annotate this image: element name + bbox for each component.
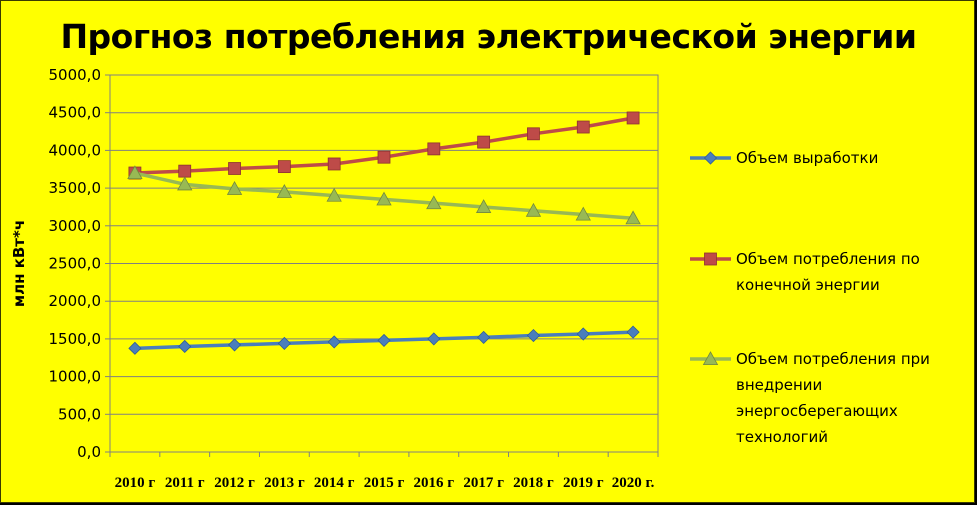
data-point bbox=[575, 206, 591, 221]
series-3 bbox=[127, 165, 641, 225]
y-tick-label: 2500,0 bbox=[49, 255, 102, 273]
x-tick-label: 2018 г bbox=[513, 475, 554, 491]
y-tick-label: 2000,0 bbox=[49, 292, 102, 310]
data-point bbox=[326, 187, 342, 202]
data-point bbox=[626, 111, 640, 125]
x-tick-label: 2016 г bbox=[414, 475, 455, 491]
y-tick-label: 4000,0 bbox=[49, 141, 102, 159]
series-1 bbox=[128, 325, 640, 355]
legend: Объем выработки Объем потребления по конеч… bbox=[690, 149, 930, 446]
x-tick-label: 2020 г. bbox=[612, 475, 655, 491]
x-tick-label: 2019 г bbox=[563, 475, 604, 491]
x-tick-label: 2013 г bbox=[264, 475, 305, 491]
x-tick-label: 2014 г bbox=[314, 475, 355, 491]
legend-label: Объем потребления при bbox=[736, 350, 930, 368]
data-point bbox=[128, 341, 142, 355]
data-point bbox=[178, 164, 192, 178]
data-point bbox=[426, 195, 442, 210]
legend-label: конечной энергии bbox=[736, 276, 880, 294]
data-point bbox=[477, 330, 491, 344]
data-point bbox=[427, 142, 441, 156]
x-tick-label: 2015 г bbox=[364, 475, 405, 491]
y-tick-label: 1000,0 bbox=[49, 368, 102, 386]
x-axis-ticks: 2010 г 2011 г 2012 г 2013 г 2014 г 2015 г 2016… bbox=[109, 452, 659, 491]
y-tick-label: 3000,0 bbox=[49, 217, 102, 235]
legend-label: технологий bbox=[736, 428, 828, 446]
y-tick-label: 5000,0 bbox=[49, 66, 102, 84]
data-point bbox=[525, 202, 542, 217]
legend-entry: Объем потребления по конечной энергии bbox=[690, 250, 920, 294]
data-point bbox=[477, 135, 491, 149]
data-point bbox=[527, 127, 540, 141]
data-point bbox=[626, 325, 640, 339]
x-tick-label: 2012 г bbox=[214, 475, 255, 491]
data-point bbox=[576, 120, 590, 134]
legend-entry: Объем потребления при внедрении энергосбер… bbox=[690, 350, 930, 446]
data-point bbox=[526, 328, 541, 343]
y-tick-label: 3500,0 bbox=[49, 179, 102, 197]
data-point bbox=[327, 157, 341, 171]
data-point bbox=[277, 336, 291, 350]
x-tick-label: 2010 г bbox=[115, 475, 156, 491]
legend-label: Объем потребления по bbox=[736, 250, 920, 268]
legend-label: внедрении bbox=[736, 376, 822, 394]
gridlines bbox=[110, 74, 658, 453]
y-axis-ticks: 0,0 500,0 1000,0 1500,0 2000,0 2500,0 3000,0 35… bbox=[49, 66, 110, 461]
legend-label: энергосберегающих bbox=[736, 402, 898, 420]
data-point bbox=[177, 176, 193, 191]
legend-marker bbox=[703, 151, 718, 165]
legend-marker bbox=[702, 351, 719, 366]
y-tick-label: 0,0 bbox=[77, 443, 101, 461]
data-point bbox=[376, 191, 392, 206]
chart-title: Прогноз потребления электрической энерги… bbox=[60, 17, 917, 56]
data-point bbox=[377, 150, 391, 164]
data-point bbox=[625, 210, 641, 225]
data-point bbox=[226, 181, 243, 195]
data-point bbox=[227, 338, 242, 352]
x-tick-label: 2011 г bbox=[165, 475, 205, 491]
data-point bbox=[276, 184, 293, 198]
data-point bbox=[327, 335, 341, 349]
legend-marker bbox=[704, 252, 717, 266]
y-tick-label: 4500,0 bbox=[49, 104, 102, 122]
data-point bbox=[228, 162, 241, 175]
data-point bbox=[427, 332, 441, 346]
data-point bbox=[127, 165, 143, 180]
series-group bbox=[127, 111, 641, 355]
data-point bbox=[377, 333, 391, 347]
data-point bbox=[178, 339, 192, 354]
data-point bbox=[277, 160, 291, 174]
series-2 bbox=[128, 111, 640, 180]
y-axis-label: млн кВт*ч bbox=[10, 220, 28, 307]
data-point bbox=[475, 199, 492, 213]
y-tick-label: 500,0 bbox=[58, 405, 101, 423]
x-tick-label: 2017 г bbox=[463, 475, 504, 491]
data-point bbox=[576, 327, 590, 341]
legend-label: Объем выработки bbox=[736, 149, 878, 167]
y-tick-label: 1500,0 bbox=[49, 330, 102, 348]
legend-entry: Объем выработки bbox=[690, 149, 878, 167]
